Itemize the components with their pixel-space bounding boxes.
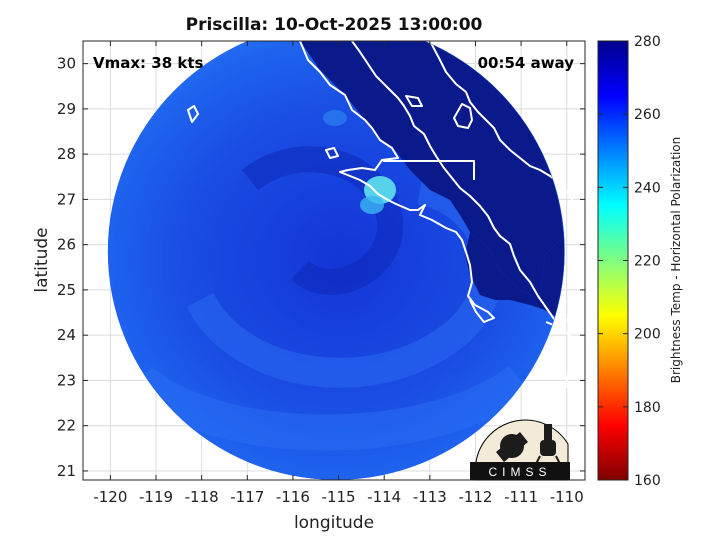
warm-spot-isla [323,110,347,126]
coastline-mainland [429,41,585,221]
y-tick-label: 22 [57,417,76,435]
x-tick-label: -114 [367,488,401,506]
eyewall-band [241,146,404,295]
dish-arm-icon [496,432,528,462]
x-tick-label: -118 [185,488,219,506]
x-tick-label: -111 [504,488,538,506]
microwave-swath [108,41,585,480]
y-tick-label: 29 [57,100,76,118]
colorbar-ticks: 160 180 200 220 240 260 280 [598,34,661,489]
y-tick-label: 26 [57,236,76,254]
y-tick-label: 23 [57,371,76,389]
vmax-label: Vmax: 38 kts [93,54,203,72]
island-angel [405,95,423,107]
tower-top-icon [544,424,552,440]
y-tick-label: 28 [57,145,76,163]
x-tick-label: -116 [276,488,310,506]
colorbar-tick-label: 200 [634,327,661,343]
land-south-peninsula [465,232,565,330]
x-axis-label: longitude [294,513,374,533]
colorbar-tick-label: 280 [634,34,661,50]
y-tick-label: 30 [57,55,76,73]
x-tick-label: -117 [230,488,264,506]
water-tower-icon [540,440,556,456]
colorbar-tick-label: 260 [634,107,661,123]
logo-text: CIMSS [488,465,551,479]
colorbar-tick-label: 220 [634,254,661,270]
coastlines [187,41,585,391]
warm-spot-south [360,196,384,214]
x-axis-ticks: -120 -119 -118 -117 -116 -115 -114 -113 -112 -111… [93,41,584,506]
cimss-logo: CIMSS [470,419,570,481]
x-tick-label: -110 [550,488,584,506]
y-tick-label: 21 [57,462,76,480]
state-border [383,160,475,180]
time-away-label: 00:54 away [478,54,575,72]
y-tick-label: 25 [57,281,76,299]
rainband-south [128,365,532,451]
x-tick-label: -119 [139,488,173,506]
chart-title: Priscilla: 10-Oct-2025 13:00:00 [186,15,483,35]
colorbar-tick-label: 180 [634,400,661,416]
colorbar-label: Brightness Temp - Horizontal Polarizatio… [669,137,683,384]
coastline-gulf [351,41,585,341]
colorbar-tick-label: 160 [634,473,661,489]
island-cedros [325,147,339,159]
colorbar-tick-label: 240 [634,180,661,196]
island-guadalupe [187,105,199,123]
y-axis-label: latitude [32,227,52,292]
y-axis-ticks: 21 22 23 24 25 26 27 28 29 30 [57,55,585,480]
coastline-mainland-south [565,349,585,391]
x-tick-label: -120 [93,488,127,506]
coastline-bay [545,319,575,327]
logo-banner [470,462,570,480]
y-tick-label: 24 [57,326,76,344]
plot-frame [82,40,586,481]
y-tick-label: 27 [57,190,76,208]
coastline-baja-west [299,41,495,323]
x-tick-label: -115 [322,488,356,506]
x-tick-label: -113 [413,488,447,506]
island-tiburon [453,103,473,129]
x-tick-label: -112 [458,488,492,506]
